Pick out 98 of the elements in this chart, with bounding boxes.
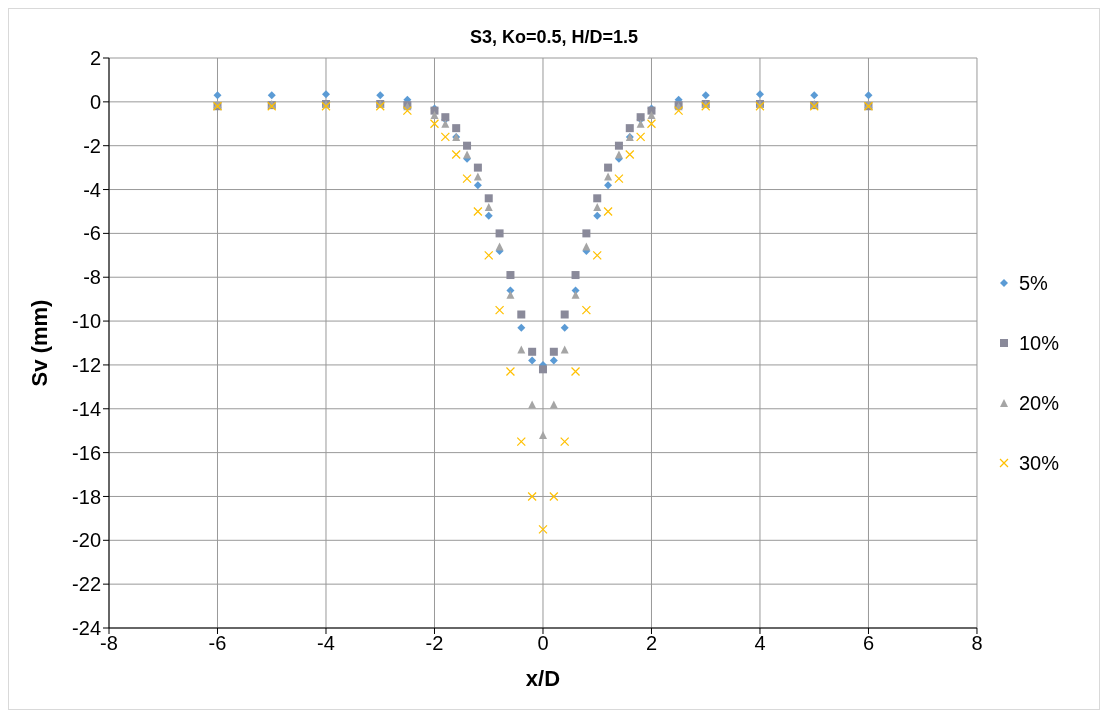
point: [213, 91, 222, 100]
point: [864, 91, 873, 100]
point: [484, 211, 493, 220]
point: [582, 229, 591, 238]
point: [549, 491, 559, 502]
point: [592, 250, 602, 260]
point: [614, 141, 623, 150]
y-tick-label: -20: [72, 529, 101, 552]
point: [506, 290, 515, 299]
y-axis-title: Sv (mm): [26, 299, 52, 387]
point: [604, 163, 613, 172]
point: [440, 132, 450, 142]
point: [560, 345, 569, 354]
legend-label: 30%: [1018, 451, 1059, 475]
point: [593, 211, 602, 220]
y-tick-label: -6: [83, 222, 101, 245]
point: [527, 491, 537, 502]
point: [321, 90, 330, 99]
point: [647, 111, 656, 119]
point: [581, 305, 591, 315]
point: [451, 149, 461, 160]
point: [506, 271, 515, 280]
x-tick-label: 2: [645, 632, 658, 655]
point: [755, 90, 764, 99]
point: [517, 345, 526, 354]
y-tick-label: -18: [72, 485, 101, 508]
point: [494, 305, 505, 315]
point: [570, 366, 581, 377]
point: [582, 242, 591, 251]
point: [267, 91, 276, 100]
point: [571, 271, 580, 280]
x-tick-label: -2: [425, 632, 444, 655]
x-tick-label: 6: [862, 632, 875, 655]
point: [593, 194, 602, 203]
y-tick-label: -10: [72, 310, 101, 333]
point: [571, 290, 580, 299]
point: [614, 173, 624, 184]
point: [538, 365, 547, 374]
x-tick-label: -6: [208, 632, 227, 655]
y-tick-label: -24: [72, 617, 101, 640]
point: [376, 91, 385, 100]
point: [538, 524, 548, 534]
point: [441, 119, 450, 128]
x-tick-label: 0: [537, 632, 549, 655]
point: [636, 132, 646, 142]
x-tick-label: 4: [754, 632, 766, 655]
point: [701, 91, 710, 100]
point: [604, 181, 613, 190]
point: [473, 163, 482, 172]
legend-label: 10%: [1018, 331, 1059, 355]
point: [506, 286, 515, 295]
point: [517, 310, 526, 319]
point: [463, 141, 472, 150]
legend-label: 5%: [1018, 271, 1048, 295]
point: [452, 124, 461, 133]
y-tick-label: 2: [89, 47, 101, 70]
y-tick-label: -22: [72, 573, 101, 596]
point: [528, 356, 537, 365]
point: [402, 106, 412, 116]
y-tick-label: -4: [83, 178, 101, 201]
chart-title: S3, Ko=0.5, H/D=1.5: [468, 27, 640, 48]
point: [473, 206, 483, 217]
point: [646, 119, 657, 129]
point: [462, 173, 472, 184]
point: [625, 124, 634, 133]
point: [429, 119, 440, 129]
point: [517, 323, 526, 332]
point: [484, 194, 493, 203]
y-tick-label: -14: [72, 397, 101, 420]
legend-label: 20%: [1018, 391, 1059, 415]
point: [538, 431, 547, 440]
point: [560, 323, 569, 332]
point: [528, 347, 537, 356]
y-tick-label: -2: [83, 134, 101, 157]
y-tick-label: -16: [72, 441, 101, 464]
point: [516, 437, 526, 447]
y-tick-label: -12: [72, 354, 101, 377]
point: [473, 181, 482, 190]
point: [549, 347, 558, 356]
point: [571, 286, 580, 295]
x-tick-label: -4: [317, 632, 335, 655]
point: [603, 206, 613, 217]
point: [495, 242, 504, 251]
point: [636, 119, 645, 128]
point: [505, 366, 516, 377]
y-tick-label: 0: [89, 90, 101, 113]
point: [674, 106, 684, 116]
point: [549, 356, 558, 365]
y-tick-label: -8: [83, 266, 101, 289]
x-axis-title: x/D: [525, 666, 561, 691]
point: [430, 111, 439, 119]
point: [560, 437, 570, 447]
point: [495, 229, 504, 238]
x-tick-label: 8: [971, 632, 983, 655]
point: [810, 91, 819, 100]
point: [560, 310, 569, 319]
point: [484, 250, 494, 260]
point: [625, 149, 635, 160]
